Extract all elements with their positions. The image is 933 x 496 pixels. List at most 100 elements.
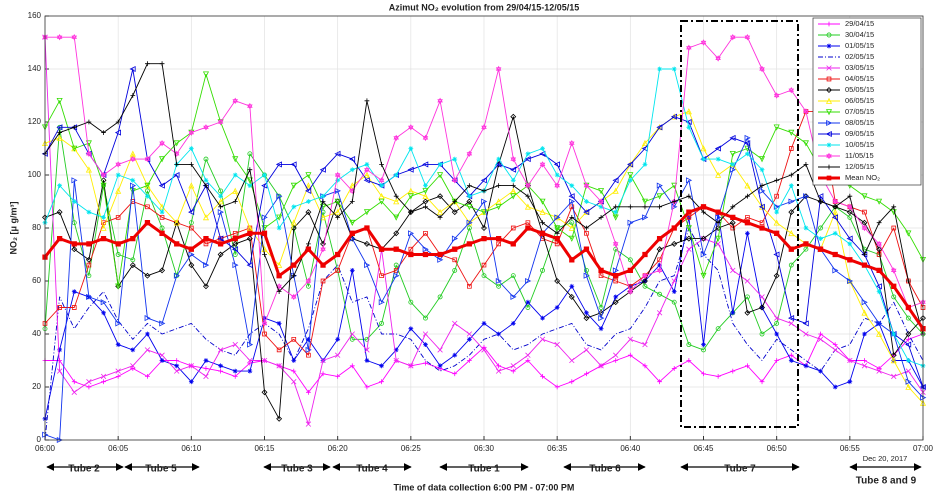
- marker: [101, 130, 106, 135]
- marker: [262, 252, 267, 257]
- marker: [730, 162, 736, 167]
- marker: [569, 257, 575, 263]
- marker: [584, 225, 589, 231]
- marker: [525, 182, 531, 189]
- x-tick-label: 06:30: [474, 444, 495, 453]
- marker: [85, 166, 92, 173]
- marker: [100, 299, 107, 306]
- marker: [905, 304, 912, 311]
- legend-marker: [826, 175, 832, 181]
- marker: [86, 384, 92, 390]
- marker: [349, 156, 356, 163]
- marker: [744, 34, 751, 41]
- marker: [656, 124, 663, 131]
- marker: [613, 209, 619, 215]
- marker: [627, 177, 633, 183]
- marker: [364, 262, 371, 269]
- marker: [612, 267, 619, 274]
- marker: [802, 140, 809, 147]
- marker: [115, 187, 122, 194]
- marker: [540, 267, 545, 273]
- marker: [335, 336, 341, 342]
- marker: [203, 156, 209, 162]
- tube-label: Tube 4: [356, 464, 388, 475]
- marker: [598, 204, 604, 210]
- marker: [393, 272, 400, 279]
- marker: [657, 204, 662, 210]
- series-line: [44, 126, 924, 351]
- marker: [56, 235, 63, 242]
- marker: [130, 177, 136, 183]
- marker: [510, 113, 517, 120]
- marker: [876, 330, 883, 337]
- marker: [905, 358, 911, 363]
- marker: [525, 352, 531, 358]
- marker: [129, 65, 136, 73]
- marker: [319, 166, 326, 173]
- marker: [627, 352, 633, 358]
- marker: [539, 198, 546, 205]
- x-tick-label: 06:05: [108, 444, 129, 453]
- marker: [100, 373, 107, 380]
- marker: [188, 162, 194, 167]
- marker: [876, 246, 883, 253]
- marker: [920, 305, 926, 310]
- series-line: [45, 36, 924, 324]
- marker: [670, 113, 678, 120]
- marker: [817, 193, 824, 200]
- marker: [159, 209, 165, 215]
- marker: [408, 251, 414, 258]
- marker: [510, 193, 517, 200]
- marker: [452, 156, 458, 162]
- marker: [144, 155, 151, 163]
- marker: [173, 140, 180, 147]
- marker: [349, 336, 355, 342]
- marker: [554, 214, 561, 221]
- marker: [759, 187, 766, 194]
- marker: [437, 294, 443, 300]
- marker: [861, 363, 868, 369]
- marker: [496, 241, 501, 247]
- marker: [540, 374, 545, 379]
- marker: [305, 283, 311, 289]
- tube-label: Tube 7: [724, 464, 756, 475]
- marker: [305, 187, 312, 194]
- marker: [203, 373, 209, 380]
- marker: [613, 204, 619, 210]
- marker: [715, 214, 722, 221]
- marker: [686, 193, 692, 199]
- marker: [173, 171, 180, 179]
- marker: [773, 272, 780, 279]
- marker: [393, 357, 399, 364]
- legend-label: 01/05/15: [845, 41, 874, 50]
- marker: [232, 187, 239, 194]
- y-tick-label: 80: [32, 223, 41, 232]
- marker: [423, 315, 428, 321]
- marker: [598, 315, 605, 322]
- marker: [320, 262, 326, 268]
- marker: [554, 235, 560, 242]
- marker: [159, 61, 165, 67]
- marker: [130, 93, 136, 98]
- marker: [203, 241, 209, 247]
- marker: [335, 251, 341, 258]
- legend-marker: [826, 32, 832, 38]
- legend-marker: [826, 65, 832, 71]
- marker: [730, 214, 736, 221]
- marker: [686, 44, 692, 51]
- marker: [334, 150, 341, 157]
- marker: [437, 162, 443, 167]
- marker: [306, 352, 311, 358]
- marker: [788, 172, 794, 178]
- marker: [291, 273, 297, 279]
- marker: [364, 162, 370, 167]
- marker: [905, 230, 912, 237]
- marker: [290, 219, 297, 226]
- marker: [130, 155, 136, 163]
- tube-label: Tube 8 and 9: [856, 476, 917, 487]
- marker: [335, 374, 341, 379]
- marker: [71, 241, 77, 247]
- marker: [774, 320, 780, 326]
- marker: [831, 214, 838, 221]
- marker: [335, 177, 341, 183]
